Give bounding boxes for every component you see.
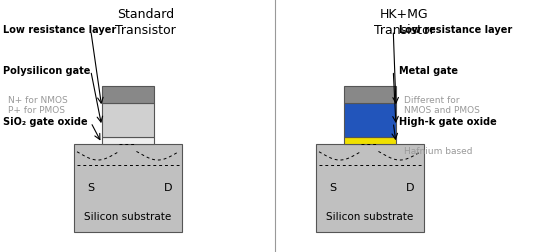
Text: SiO₂ gate oxide: SiO₂ gate oxide (3, 117, 87, 127)
Text: Hafnium based: Hafnium based (404, 147, 473, 156)
Text: Metal gate: Metal gate (399, 66, 458, 76)
Text: High-k gate oxide: High-k gate oxide (399, 117, 497, 127)
Bar (344, 103, 396, 137)
Text: N+ for NMOS
P+ for PMOS: N+ for NMOS P+ for PMOS (8, 96, 68, 115)
Text: Standard
Transistor: Standard Transistor (116, 8, 176, 37)
Text: S: S (329, 183, 336, 193)
Text: Silicon substrate: Silicon substrate (326, 212, 414, 222)
Bar (102, 86, 154, 103)
Bar (344, 86, 396, 103)
Text: Different for
NMOS and PMOS: Different for NMOS and PMOS (404, 96, 480, 115)
Text: S: S (87, 183, 94, 193)
Text: Silicon substrate: Silicon substrate (84, 212, 172, 222)
Text: Polysilicon gate: Polysilicon gate (3, 66, 90, 76)
Bar (344, 137, 396, 144)
Text: HK+MG
Transistor: HK+MG Transistor (374, 8, 434, 37)
Text: Low resistance layer: Low resistance layer (399, 25, 512, 35)
Text: D: D (163, 183, 172, 193)
Text: Low resistance layer: Low resistance layer (3, 25, 116, 35)
Bar (102, 137, 154, 144)
Bar (316, 144, 424, 232)
Bar (74, 144, 182, 232)
Text: D: D (405, 183, 414, 193)
Bar (102, 103, 154, 137)
